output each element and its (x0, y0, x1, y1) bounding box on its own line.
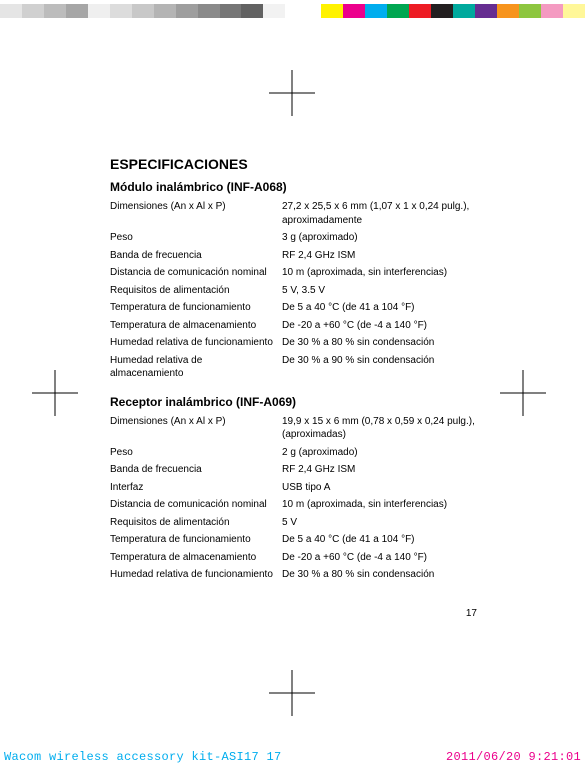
color-swatch (387, 4, 409, 18)
slug-line: Wacom wireless accessory kit-ASI17 17 20… (0, 750, 585, 764)
table-row: Banda de frecuenciaRF 2,4 GHz ISM (110, 247, 485, 265)
spec-label: Dimensiones (An x Al x P) (110, 413, 282, 444)
gray-swatch (0, 4, 22, 18)
color-swatch (321, 4, 343, 18)
colorbar-gap (285, 4, 321, 18)
section-heading-0: Módulo inalámbrico (INF-A068) (110, 180, 485, 194)
spec-value: De 5 a 40 °C (de 41 a 104 °F) (282, 531, 485, 549)
table-row: Humedad relativa de funcionamientoDe 30 … (110, 334, 485, 352)
page-number: 17 (466, 608, 477, 619)
spec-table-body-0: Dimensiones (An x Al x P)27,2 x 25,5 x 6… (110, 198, 485, 383)
spec-label: Requisitos de alimentación (110, 282, 282, 300)
spec-label: Humedad relativa de funcionamiento (110, 334, 282, 352)
spec-value: De 30 % a 90 % sin condensación (282, 352, 485, 383)
color-swatch (453, 4, 475, 18)
spec-value: De -20 a +60 °C (de -4 a 140 °F) (282, 549, 485, 567)
table-row: Peso2 g (aproximado) (110, 444, 485, 462)
table-row: InterfazUSB tipo A (110, 479, 485, 497)
table-row: Distancia de comunicación nominal10 m (a… (110, 496, 485, 514)
print-proof-page: ESPECIFICACIONES Módulo inalámbrico (INF… (0, 0, 585, 770)
spec-label: Requisitos de alimentación (110, 514, 282, 532)
spec-value: De 5 a 40 °C (de 41 a 104 °F) (282, 299, 485, 317)
slug-right: 2011/06/20 9:21:01 (446, 750, 581, 764)
spec-value: RF 2,4 GHz ISM (282, 247, 485, 265)
printer-colorbar (0, 4, 585, 18)
spec-label: Banda de frecuencia (110, 247, 282, 265)
table-row: Dimensiones (An x Al x P)19,9 x 15 x 6 m… (110, 413, 485, 444)
table-row: Humedad relativa de almacenamientoDe 30 … (110, 352, 485, 383)
spec-label: Peso (110, 444, 282, 462)
table-row: Requisitos de alimentación5 V (110, 514, 485, 532)
table-row: Temperatura de funcionamientoDe 5 a 40 °… (110, 299, 485, 317)
gray-swatch (66, 4, 88, 18)
table-row: Peso3 g (aproximado) (110, 229, 485, 247)
color-swatch (541, 4, 563, 18)
spec-value: 27,2 x 25,5 x 6 mm (1,07 x 1 x 0,24 pulg… (282, 198, 485, 229)
section-heading-1: Receptor inalámbrico (INF-A069) (110, 395, 485, 409)
color-swatch (343, 4, 365, 18)
page-title: ESPECIFICACIONES (110, 156, 485, 172)
spec-value: 5 V, 3.5 V (282, 282, 485, 300)
table-row: Temperatura de almacenamientoDe -20 a +6… (110, 317, 485, 335)
color-swatch (563, 4, 585, 18)
spec-value: RF 2,4 GHz ISM (282, 461, 485, 479)
table-row: Banda de frecuenciaRF 2,4 GHz ISM (110, 461, 485, 479)
spec-label: Distancia de comunicación nominal (110, 496, 282, 514)
gray-swatch (44, 4, 66, 18)
registration-mark-bottom (269, 670, 315, 716)
spec-table-1: Dimensiones (An x Al x P)19,9 x 15 x 6 m… (110, 413, 485, 584)
spec-value: USB tipo A (282, 479, 485, 497)
slug-left: Wacom wireless accessory kit-ASI17 17 (4, 750, 282, 764)
spec-label: Distancia de comunicación nominal (110, 264, 282, 282)
spec-value: 10 m (aproximada, sin interferencias) (282, 496, 485, 514)
gray-swatch (263, 4, 285, 18)
gray-swatch (220, 4, 242, 18)
table-row: Requisitos de alimentación5 V, 3.5 V (110, 282, 485, 300)
gray-swatch (132, 4, 154, 18)
registration-mark-top (269, 70, 315, 116)
color-swatch (365, 4, 387, 18)
gray-swatch (22, 4, 44, 18)
spec-label: Temperatura de almacenamiento (110, 317, 282, 335)
color-swatch (431, 4, 453, 18)
spec-label: Peso (110, 229, 282, 247)
spec-value: De 30 % a 80 % sin condensación (282, 566, 485, 584)
spec-value: 3 g (aproximado) (282, 229, 485, 247)
spec-label: Temperatura de funcionamiento (110, 299, 282, 317)
color-swatch (475, 4, 497, 18)
spec-value: De -20 a +60 °C (de -4 a 140 °F) (282, 317, 485, 335)
gray-swatch (88, 4, 110, 18)
color-swatch (519, 4, 541, 18)
color-swatch (409, 4, 431, 18)
registration-mark-right (500, 370, 546, 416)
gray-swatch (241, 4, 263, 18)
table-row: Dimensiones (An x Al x P)27,2 x 25,5 x 6… (110, 198, 485, 229)
content-area: ESPECIFICACIONES Módulo inalámbrico (INF… (110, 156, 485, 596)
spec-label: Banda de frecuencia (110, 461, 282, 479)
gray-swatch (198, 4, 220, 18)
spec-table-body-1: Dimensiones (An x Al x P)19,9 x 15 x 6 m… (110, 413, 485, 584)
spec-label: Temperatura de almacenamiento (110, 549, 282, 567)
spec-label: Interfaz (110, 479, 282, 497)
spec-table-0: Dimensiones (An x Al x P)27,2 x 25,5 x 6… (110, 198, 485, 383)
spec-value: 5 V (282, 514, 485, 532)
gray-swatch (110, 4, 132, 18)
spec-value: De 30 % a 80 % sin condensación (282, 334, 485, 352)
table-row: Temperatura de almacenamientoDe -20 a +6… (110, 549, 485, 567)
spec-label: Dimensiones (An x Al x P) (110, 198, 282, 229)
table-row: Distancia de comunicación nominal10 m (a… (110, 264, 485, 282)
table-row: Temperatura de funcionamientoDe 5 a 40 °… (110, 531, 485, 549)
registration-mark-left (32, 370, 78, 416)
gray-swatch (154, 4, 176, 18)
gray-swatch (176, 4, 198, 18)
table-row: Humedad relativa de funcionamientoDe 30 … (110, 566, 485, 584)
spec-value: 19,9 x 15 x 6 mm (0,78 x 0,59 x 0,24 pul… (282, 413, 485, 444)
spec-value: 2 g (aproximado) (282, 444, 485, 462)
spec-label: Humedad relativa de almacenamiento (110, 352, 282, 383)
spec-label: Temperatura de funcionamiento (110, 531, 282, 549)
color-swatch (497, 4, 519, 18)
spec-value: 10 m (aproximada, sin interferencias) (282, 264, 485, 282)
spec-label: Humedad relativa de funcionamiento (110, 566, 282, 584)
